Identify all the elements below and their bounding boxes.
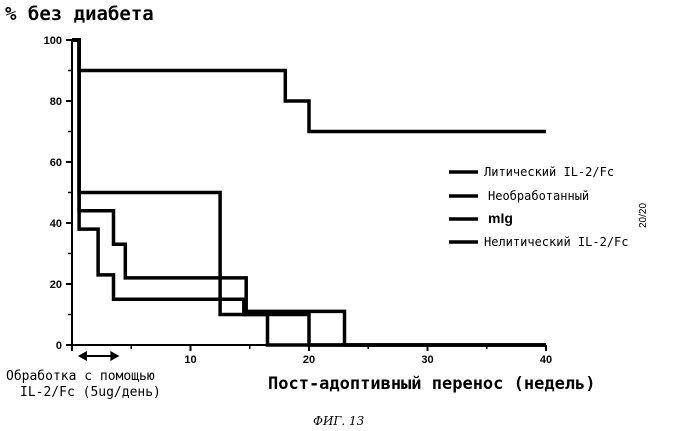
- y-tick-label: 60: [50, 157, 62, 169]
- arrow-head-right: [110, 351, 119, 361]
- annotation-line-1: Обработка с помощью: [6, 369, 155, 384]
- treatment-period-arrow: [78, 351, 119, 361]
- series-lines: [72, 40, 546, 345]
- legend-entry: Литический IL-2/Fc: [484, 165, 614, 179]
- x-tick-label: 30: [421, 354, 433, 366]
- x-tick-label: 10: [184, 354, 196, 366]
- legend: Литический IL-2/Fc Необработанный mIg Нелит…: [449, 165, 629, 249]
- y-tick-label: 80: [50, 96, 62, 108]
- page-number: 20/20: [638, 203, 649, 228]
- legend-entry: Необработанный: [488, 189, 589, 203]
- y-tick-label: 20: [50, 279, 62, 291]
- series-line-1: [72, 40, 546, 132]
- y-tick-label: 40: [50, 218, 62, 230]
- y-tick-label: 0: [56, 340, 62, 352]
- annotation-line-2: IL-2/Fc (5ug/день): [20, 385, 161, 400]
- x-axis-title: Пост-адоптивный перенос (недель): [268, 374, 596, 394]
- legend-entry: mIg: [488, 210, 513, 226]
- x-tick-label: 40: [540, 354, 552, 366]
- y-ticks: 0 20 40 60 80 100: [44, 35, 72, 352]
- chart-title: % без диабета: [5, 3, 154, 25]
- y-tick-label: 100: [44, 35, 62, 47]
- legend-entry: Нелитический IL-2/Fc: [484, 235, 629, 249]
- x-tick-label: 20: [303, 354, 315, 366]
- figure-caption: ФИГ. 13: [313, 414, 365, 428]
- x-ticks: 10 20 30 40: [72, 345, 552, 366]
- arrow-head-left: [78, 351, 87, 361]
